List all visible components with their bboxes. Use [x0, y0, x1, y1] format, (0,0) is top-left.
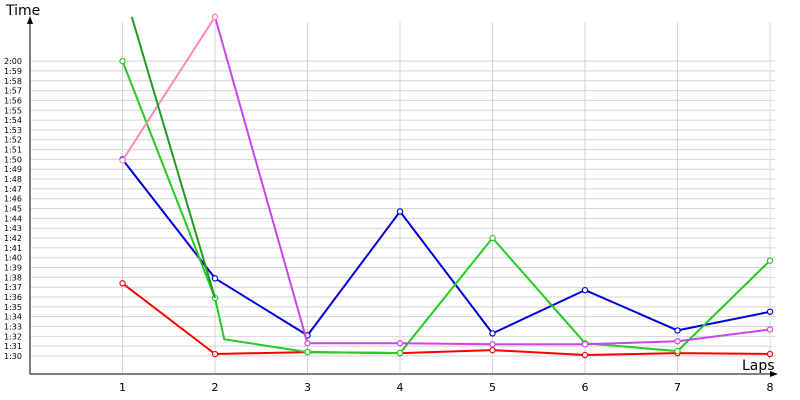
y-tick-label: 1:54 [4, 116, 22, 125]
series-line [130, 16, 216, 299]
y-tick-label: 1:49 [4, 165, 22, 174]
y-tick-label: 1:40 [4, 254, 22, 263]
y-tick-label: 1:37 [4, 283, 22, 292]
series-3 [119, 57, 774, 357]
data-point [211, 13, 219, 21]
data-point [489, 346, 496, 354]
y-tick-label: 1:56 [4, 96, 22, 105]
data-point [766, 350, 774, 358]
y-tick-label: 1:44 [4, 214, 22, 223]
series-4 [211, 13, 774, 348]
y-tick-label: 1:38 [4, 273, 22, 282]
data-point [766, 326, 774, 333]
data-point [766, 257, 774, 264]
data-point [211, 275, 219, 282]
x-tick-labels: 1 2 3 4 5 6 7 8 [119, 381, 774, 394]
series-6 [130, 16, 216, 299]
data-point [581, 341, 589, 348]
series-line [121, 282, 771, 356]
data-point [396, 340, 404, 347]
data-point [119, 280, 126, 287]
y-tick-label: 1:58 [4, 77, 22, 86]
y-axis-arrow [27, 16, 33, 24]
data-point [396, 349, 404, 357]
data-point [119, 157, 126, 164]
y-tick-label: 1:31 [4, 342, 22, 351]
y-tick-label: 1:45 [4, 205, 22, 214]
y-tick-label: 1:33 [4, 323, 22, 332]
data-point [489, 341, 496, 348]
data-point [489, 234, 496, 242]
data-point [674, 347, 681, 355]
series-line [121, 60, 771, 355]
y-tick-label: 1:48 [4, 175, 22, 184]
y-tick-label: 1:47 [4, 185, 22, 194]
data-point [396, 208, 404, 215]
x-tick-label: 6 [582, 381, 589, 394]
y-tick-label: 2:00 [4, 57, 22, 66]
y-tick-label: 1:52 [4, 136, 22, 145]
x-tick-label: 8 [767, 381, 774, 394]
y-tick-label: 1:35 [4, 303, 22, 312]
x-tick-label: 2 [212, 381, 219, 394]
x-axis-title: Laps [742, 358, 775, 374]
series-layer [119, 13, 774, 359]
y-tick-label: 1:36 [4, 293, 22, 302]
y-tick-label: 1:46 [4, 195, 22, 204]
x-tick-label: 7 [674, 381, 681, 394]
x-tick-label: 1 [119, 381, 126, 394]
data-point [674, 327, 681, 334]
axes [27, 16, 778, 377]
data-point [674, 338, 681, 345]
data-point [766, 308, 774, 315]
data-point [304, 340, 311, 347]
y-tick-labels: 1:301:311:321:331:341:351:361:371:381:39… [4, 57, 22, 361]
data-point [489, 330, 496, 337]
series-5 [119, 13, 219, 164]
y-tick-label: 1:30 [4, 352, 22, 361]
y-tick-label: 1:39 [4, 264, 22, 273]
y-tick-label: 1:42 [4, 234, 22, 243]
data-point [119, 57, 126, 65]
data-point [211, 350, 219, 358]
y-tick-label: 1:32 [4, 332, 22, 341]
series-line [121, 16, 216, 161]
y-tick-label: 1:59 [4, 67, 22, 76]
y-axis-title: Time [5, 3, 40, 19]
x-axis-arrow [770, 371, 778, 377]
data-point [304, 348, 311, 356]
y-tick-label: 1:51 [4, 146, 22, 155]
y-tick-label: 1:34 [4, 313, 22, 322]
y-tick-label: 1:55 [4, 106, 22, 115]
grid [31, 22, 775, 373]
horizontal-gridlines [31, 60, 775, 357]
series-2 [119, 156, 774, 339]
data-point [581, 351, 589, 359]
y-tick-label: 1:43 [4, 224, 22, 233]
x-tick-label: 3 [304, 381, 311, 394]
y-tick-label: 1:57 [4, 87, 22, 96]
y-tick-label: 1:53 [4, 126, 22, 135]
x-tick-label: 5 [489, 381, 496, 394]
y-tick-label: 1:50 [4, 155, 22, 164]
series-line [121, 158, 771, 337]
data-point [581, 286, 589, 294]
x-tick-label: 4 [397, 381, 404, 394]
y-tick-label: 1:41 [4, 244, 22, 253]
